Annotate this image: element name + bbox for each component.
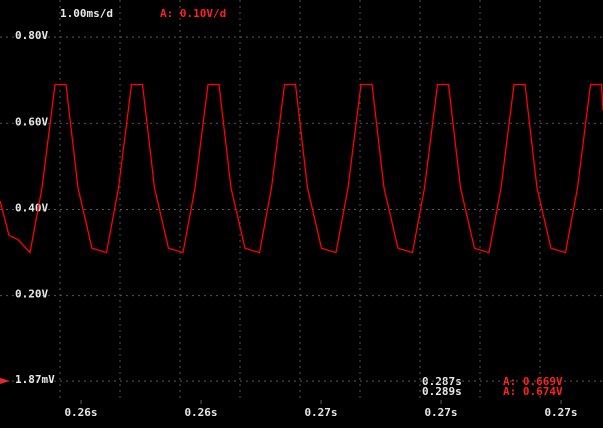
division-grid: [59, 0, 541, 400]
x-tick-label: 0.26s: [184, 406, 217, 419]
y-tick-label: 0.80V: [15, 29, 48, 42]
cursor-value: A: 0.669V: [503, 375, 563, 388]
cursor-value: A: 0.674V: [503, 385, 563, 398]
timebase: 1.00ms/d: [60, 7, 113, 20]
y-tick-label: 1.87mV: [15, 373, 55, 386]
x-tick-label: 0.27s: [544, 406, 577, 419]
y-tick-label: 0.20V: [15, 288, 48, 301]
waveform: [0, 83, 603, 254]
x-tick-label: 0.27s: [424, 406, 457, 419]
ground-marker: [0, 378, 10, 384]
channel-scale: A: 0.10V/d: [160, 7, 226, 20]
y-tick-label: 0.40V: [15, 201, 48, 214]
x-tick-label: 0.27s: [304, 406, 337, 419]
x-tick-label: 0.26s: [64, 406, 97, 419]
cursor-time: 0.289s: [422, 385, 462, 398]
cursor-time: 0.287s: [422, 375, 462, 388]
y-tick-label: 0.60V: [15, 115, 48, 128]
